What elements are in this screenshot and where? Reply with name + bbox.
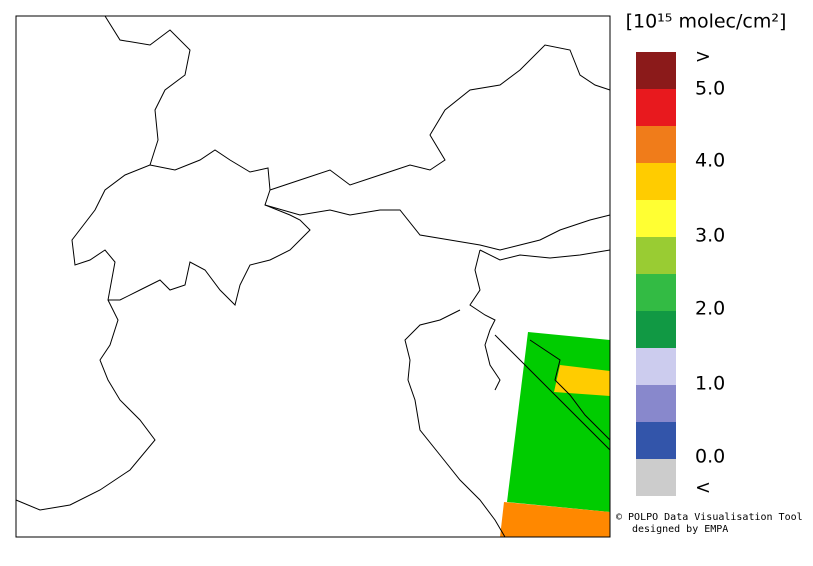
border bbox=[469, 249, 501, 391]
colorbar-segment bbox=[636, 200, 676, 237]
colorbar-segment bbox=[636, 311, 676, 348]
colorbar-segment bbox=[636, 422, 676, 459]
colorbar-label: 3.0 bbox=[695, 225, 725, 247]
colorbar-segment bbox=[636, 52, 676, 89]
credit: © POLPO Data Visualisation Tool bbox=[616, 512, 803, 523]
colorbar-label: 2.0 bbox=[695, 298, 725, 320]
colorbar-segment bbox=[636, 274, 676, 311]
colorbar-label: > bbox=[695, 46, 711, 68]
colorbar-title: [10¹⁵ molec/cm²] bbox=[626, 11, 787, 33]
colorbar-segment bbox=[636, 126, 676, 163]
map-frame bbox=[15, 15, 611, 538]
colorbar-label: 5.0 bbox=[695, 78, 725, 100]
colorbar-segment bbox=[636, 237, 676, 274]
credit: designed by EMPA bbox=[632, 524, 728, 535]
swath-orange bbox=[500, 502, 610, 537]
data-swath bbox=[500, 332, 610, 537]
border bbox=[15, 15, 191, 511]
colorbar-label: 4.0 bbox=[695, 150, 725, 172]
border bbox=[479, 249, 611, 261]
colorbar-segment bbox=[636, 348, 676, 385]
coast bbox=[529, 339, 611, 441]
border bbox=[108, 149, 311, 306]
colorbar-label: 1.0 bbox=[695, 373, 725, 395]
colorbar-segment bbox=[636, 89, 676, 126]
colorbar-label: < bbox=[695, 477, 711, 499]
colorbar-label: 0.0 bbox=[695, 446, 725, 468]
coast bbox=[494, 334, 611, 451]
border bbox=[269, 44, 611, 191]
border bbox=[264, 204, 611, 251]
coast bbox=[404, 309, 506, 538]
colorbar-segment bbox=[636, 459, 676, 496]
colorbar-segment bbox=[636, 385, 676, 422]
colorbar-segment bbox=[636, 163, 676, 200]
borders bbox=[15, 15, 611, 538]
colorbar: >5.0 4.0 3.0 2.0 1.0 0.0 < bbox=[636, 46, 725, 499]
swath-yellow bbox=[554, 365, 610, 396]
